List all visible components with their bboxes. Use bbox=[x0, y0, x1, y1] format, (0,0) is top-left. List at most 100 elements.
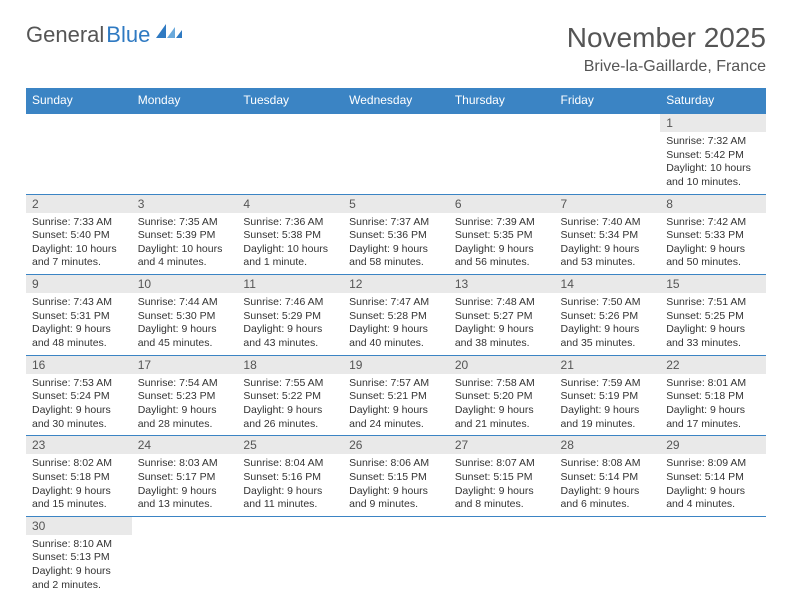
calendar-day-cell: 19Sunrise: 7:57 AMSunset: 5:21 PMDayligh… bbox=[343, 355, 449, 436]
day-number: 3 bbox=[132, 195, 238, 213]
calendar-week-row: 2Sunrise: 7:33 AMSunset: 5:40 PMDaylight… bbox=[26, 194, 766, 275]
calendar-day-cell: 8Sunrise: 7:42 AMSunset: 5:33 PMDaylight… bbox=[660, 194, 766, 275]
day-details: Sunrise: 7:36 AMSunset: 5:38 PMDaylight:… bbox=[237, 213, 343, 275]
day-details: Sunrise: 8:10 AMSunset: 5:13 PMDaylight:… bbox=[26, 535, 132, 597]
day-number: 4 bbox=[237, 195, 343, 213]
day-number: 20 bbox=[449, 356, 555, 374]
calendar-day-cell: 10Sunrise: 7:44 AMSunset: 5:30 PMDayligh… bbox=[132, 275, 238, 356]
day-number: 1 bbox=[660, 114, 766, 132]
day-details: Sunrise: 7:32 AMSunset: 5:42 PMDaylight:… bbox=[660, 132, 766, 194]
day-details: Sunrise: 8:08 AMSunset: 5:14 PMDaylight:… bbox=[555, 454, 661, 516]
calendar-day-cell: 18Sunrise: 7:55 AMSunset: 5:22 PMDayligh… bbox=[237, 355, 343, 436]
day-details: Sunrise: 7:57 AMSunset: 5:21 PMDaylight:… bbox=[343, 374, 449, 436]
day-details: Sunrise: 7:35 AMSunset: 5:39 PMDaylight:… bbox=[132, 213, 238, 275]
day-details: Sunrise: 7:54 AMSunset: 5:23 PMDaylight:… bbox=[132, 374, 238, 436]
weekday-header: Thursday bbox=[449, 88, 555, 113]
day-number: 14 bbox=[555, 275, 661, 293]
logo-text-general: General bbox=[26, 22, 104, 48]
day-number: 25 bbox=[237, 436, 343, 454]
day-details: Sunrise: 8:04 AMSunset: 5:16 PMDaylight:… bbox=[237, 454, 343, 516]
calendar-day-cell: 22Sunrise: 8:01 AMSunset: 5:18 PMDayligh… bbox=[660, 355, 766, 436]
day-details: Sunrise: 7:44 AMSunset: 5:30 PMDaylight:… bbox=[132, 293, 238, 355]
day-details: Sunrise: 8:09 AMSunset: 5:14 PMDaylight:… bbox=[660, 454, 766, 516]
header: General Blue November 2025 Brive-la-Gail… bbox=[26, 22, 766, 76]
calendar-table: SundayMondayTuesdayWednesdayThursdayFrid… bbox=[26, 88, 766, 596]
calendar-empty-cell bbox=[660, 516, 766, 596]
day-number: 17 bbox=[132, 356, 238, 374]
weekday-header: Monday bbox=[132, 88, 238, 113]
title-block: November 2025 Brive-la-Gaillarde, France bbox=[567, 22, 766, 76]
day-number: 13 bbox=[449, 275, 555, 293]
day-number: 18 bbox=[237, 356, 343, 374]
day-number: 27 bbox=[449, 436, 555, 454]
calendar-day-cell: 14Sunrise: 7:50 AMSunset: 5:26 PMDayligh… bbox=[555, 275, 661, 356]
day-details: Sunrise: 7:33 AMSunset: 5:40 PMDaylight:… bbox=[26, 213, 132, 275]
flag-icon bbox=[156, 24, 182, 47]
calendar-empty-cell bbox=[237, 113, 343, 194]
calendar-day-cell: 21Sunrise: 7:59 AMSunset: 5:19 PMDayligh… bbox=[555, 355, 661, 436]
day-details: Sunrise: 8:01 AMSunset: 5:18 PMDaylight:… bbox=[660, 374, 766, 436]
calendar-day-cell: 15Sunrise: 7:51 AMSunset: 5:25 PMDayligh… bbox=[660, 275, 766, 356]
day-number: 11 bbox=[237, 275, 343, 293]
calendar-day-cell: 25Sunrise: 8:04 AMSunset: 5:16 PMDayligh… bbox=[237, 436, 343, 517]
calendar-empty-cell bbox=[343, 516, 449, 596]
calendar-day-cell: 28Sunrise: 8:08 AMSunset: 5:14 PMDayligh… bbox=[555, 436, 661, 517]
page-title: November 2025 bbox=[567, 22, 766, 54]
day-number: 6 bbox=[449, 195, 555, 213]
calendar-day-cell: 5Sunrise: 7:37 AMSunset: 5:36 PMDaylight… bbox=[343, 194, 449, 275]
calendar-day-cell: 26Sunrise: 8:06 AMSunset: 5:15 PMDayligh… bbox=[343, 436, 449, 517]
calendar-day-cell: 9Sunrise: 7:43 AMSunset: 5:31 PMDaylight… bbox=[26, 275, 132, 356]
calendar-empty-cell bbox=[555, 516, 661, 596]
weekday-header: Saturday bbox=[660, 88, 766, 113]
calendar-week-row: 1Sunrise: 7:32 AMSunset: 5:42 PMDaylight… bbox=[26, 113, 766, 194]
location: Brive-la-Gaillarde, France bbox=[567, 58, 766, 76]
calendar-day-cell: 1Sunrise: 7:32 AMSunset: 5:42 PMDaylight… bbox=[660, 113, 766, 194]
weekday-header-row: SundayMondayTuesdayWednesdayThursdayFrid… bbox=[26, 88, 766, 113]
calendar-empty-cell bbox=[343, 113, 449, 194]
calendar-day-cell: 12Sunrise: 7:47 AMSunset: 5:28 PMDayligh… bbox=[343, 275, 449, 356]
day-details: Sunrise: 7:43 AMSunset: 5:31 PMDaylight:… bbox=[26, 293, 132, 355]
calendar-week-row: 23Sunrise: 8:02 AMSunset: 5:18 PMDayligh… bbox=[26, 436, 766, 517]
day-number: 15 bbox=[660, 275, 766, 293]
logo-text-blue: Blue bbox=[106, 22, 150, 48]
calendar-day-cell: 16Sunrise: 7:53 AMSunset: 5:24 PMDayligh… bbox=[26, 355, 132, 436]
day-details: Sunrise: 7:55 AMSunset: 5:22 PMDaylight:… bbox=[237, 374, 343, 436]
day-details: Sunrise: 8:06 AMSunset: 5:15 PMDaylight:… bbox=[343, 454, 449, 516]
day-number: 24 bbox=[132, 436, 238, 454]
calendar-week-row: 16Sunrise: 7:53 AMSunset: 5:24 PMDayligh… bbox=[26, 355, 766, 436]
calendar-day-cell: 27Sunrise: 8:07 AMSunset: 5:15 PMDayligh… bbox=[449, 436, 555, 517]
day-details: Sunrise: 7:40 AMSunset: 5:34 PMDaylight:… bbox=[555, 213, 661, 275]
calendar-day-cell: 11Sunrise: 7:46 AMSunset: 5:29 PMDayligh… bbox=[237, 275, 343, 356]
logo: General Blue bbox=[26, 22, 182, 48]
calendar-day-cell: 20Sunrise: 7:58 AMSunset: 5:20 PMDayligh… bbox=[449, 355, 555, 436]
day-details: Sunrise: 7:37 AMSunset: 5:36 PMDaylight:… bbox=[343, 213, 449, 275]
weekday-header: Tuesday bbox=[237, 88, 343, 113]
calendar-week-row: 30Sunrise: 8:10 AMSunset: 5:13 PMDayligh… bbox=[26, 516, 766, 596]
calendar-day-cell: 17Sunrise: 7:54 AMSunset: 5:23 PMDayligh… bbox=[132, 355, 238, 436]
calendar-week-row: 9Sunrise: 7:43 AMSunset: 5:31 PMDaylight… bbox=[26, 275, 766, 356]
day-details: Sunrise: 7:50 AMSunset: 5:26 PMDaylight:… bbox=[555, 293, 661, 355]
day-details: Sunrise: 7:58 AMSunset: 5:20 PMDaylight:… bbox=[449, 374, 555, 436]
day-number: 12 bbox=[343, 275, 449, 293]
day-details: Sunrise: 7:47 AMSunset: 5:28 PMDaylight:… bbox=[343, 293, 449, 355]
calendar-day-cell: 29Sunrise: 8:09 AMSunset: 5:14 PMDayligh… bbox=[660, 436, 766, 517]
day-number: 29 bbox=[660, 436, 766, 454]
day-number: 19 bbox=[343, 356, 449, 374]
day-number: 28 bbox=[555, 436, 661, 454]
calendar-empty-cell bbox=[555, 113, 661, 194]
day-details: Sunrise: 7:59 AMSunset: 5:19 PMDaylight:… bbox=[555, 374, 661, 436]
day-number: 8 bbox=[660, 195, 766, 213]
calendar-day-cell: 3Sunrise: 7:35 AMSunset: 5:39 PMDaylight… bbox=[132, 194, 238, 275]
day-number: 30 bbox=[26, 517, 132, 535]
day-number: 22 bbox=[660, 356, 766, 374]
day-details: Sunrise: 7:51 AMSunset: 5:25 PMDaylight:… bbox=[660, 293, 766, 355]
calendar-empty-cell bbox=[449, 516, 555, 596]
day-details: Sunrise: 8:07 AMSunset: 5:15 PMDaylight:… bbox=[449, 454, 555, 516]
day-number: 16 bbox=[26, 356, 132, 374]
day-number: 26 bbox=[343, 436, 449, 454]
day-number: 7 bbox=[555, 195, 661, 213]
day-details: Sunrise: 7:42 AMSunset: 5:33 PMDaylight:… bbox=[660, 213, 766, 275]
day-number: 2 bbox=[26, 195, 132, 213]
calendar-day-cell: 7Sunrise: 7:40 AMSunset: 5:34 PMDaylight… bbox=[555, 194, 661, 275]
weekday-header: Sunday bbox=[26, 88, 132, 113]
